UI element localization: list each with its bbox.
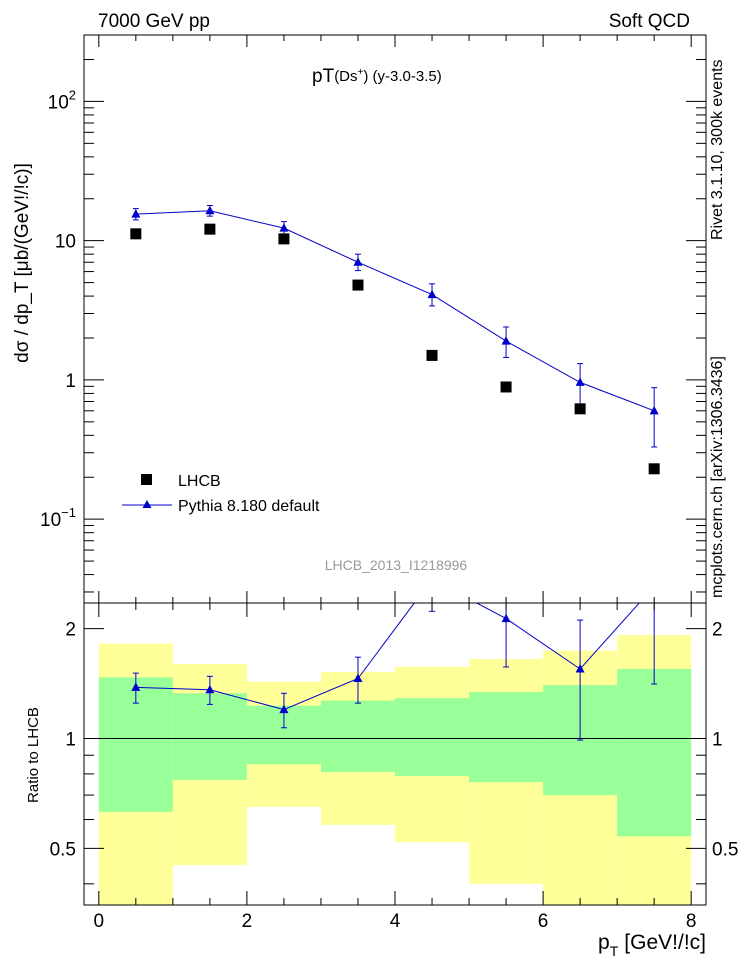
ratio-point [575,664,585,673]
ratio-point [353,673,363,682]
ratio-ytick-label-right: 1 [712,730,723,751]
ratio-band-green [617,669,692,837]
ratio-xtick-label: 4 [390,911,401,932]
rivet-label: Rivet 3.1.10, 300k events [709,59,726,240]
lhcb-point [130,228,142,240]
ratio-ylabel: Ratio to LHCB [25,707,42,803]
ratio-xtick-label: 8 [686,911,697,932]
legend-label-lhcb: LHCB [178,473,221,490]
title-main: pT [312,66,335,87]
pythia-point [205,205,215,215]
title-tail: ) (y-3.0-3.5) [363,68,441,85]
title-sup: + [358,67,364,78]
main-ylabel: dσ / dp_T [μb/(GeV!/!c)] [12,163,33,363]
ratio-ytick-label-left: 1 [65,730,76,751]
header-left: 7000 GeV pp [98,11,210,32]
lhcb-point [574,403,586,415]
lhcb-point [278,233,290,245]
ratio-ytick-label-right: 0.5 [712,839,738,860]
x-axis-label: pT [GeV!/!c] [598,931,706,959]
ratio-band-green [320,700,395,772]
lhcb-point [204,223,216,235]
pythia-point [649,405,659,415]
ratio-point [501,613,511,623]
ratio-point [131,682,141,691]
ratio-line [135,603,640,711]
ratio-ytick-label-left: 2 [65,620,76,641]
pythia-point [427,289,437,299]
xlabel-units: [GeV!/!c] [624,931,706,954]
ratio-point [428,574,437,583]
pythia-point [501,336,511,345]
legend-marker-lhcb [141,474,152,485]
main-ytick-label: 102 [48,87,76,113]
legend-marker-pythia [142,500,152,508]
ratio-xtick-label: 6 [538,911,549,932]
main-ytick-label: 1 [65,371,76,392]
analysis-watermark: LHCB_2013_I1218996 [325,557,468,573]
ratio-series [131,574,659,741]
plot-title: pT(Ds+) (y-3.0-3.5) [312,66,442,87]
ratio-point [650,581,659,590]
pythia-line [135,210,655,412]
main-ytick-label: 10−1 [40,505,76,531]
ratio-ytick-label-right: 2 [712,620,723,641]
xlabel-main: p [598,931,610,954]
lhcb-point [648,463,660,475]
main-ytick-label: 10 [55,232,76,253]
lhcb-point [500,381,512,393]
pythia-point [131,209,141,218]
ratio-panel: 0.5 0.5 1 1 2 2 0 2 4 6 8 Ratio to LHCB pT [GeV!/!… [25,574,738,959]
ratio-ytick-label-left: 0.5 [50,839,76,860]
legend-label-pythia: Pythia 8.180 default [178,498,320,515]
ratio-xtick-label: 0 [94,911,105,932]
legend: LHCB Pythia 8.180 default [122,473,320,515]
title-particle: (Ds [334,68,357,85]
pythia-point [353,257,363,266]
ratio-band-green [469,692,544,783]
pythia-point [575,377,585,386]
mcplots-label: mcplots.cern.ch [arXiv:1306.3436] [709,356,726,598]
lhcb-point [352,279,364,291]
main-frame [83,34,707,604]
main-panel: 102 10 1 10−1 pT(Ds+) (y-3.0-3.5) dσ / dp_T… [12,34,707,604]
pythia-point [279,223,289,232]
ratio-point [279,704,289,714]
header-right: Soft QCD [609,11,690,32]
xlabel-sub: T [610,943,619,959]
ratio-band-green [395,698,470,776]
lhcb-point [426,349,438,361]
ratio-point [205,684,215,694]
ratio-xtick-label: 2 [242,911,253,932]
ratio-band-green [172,693,247,780]
